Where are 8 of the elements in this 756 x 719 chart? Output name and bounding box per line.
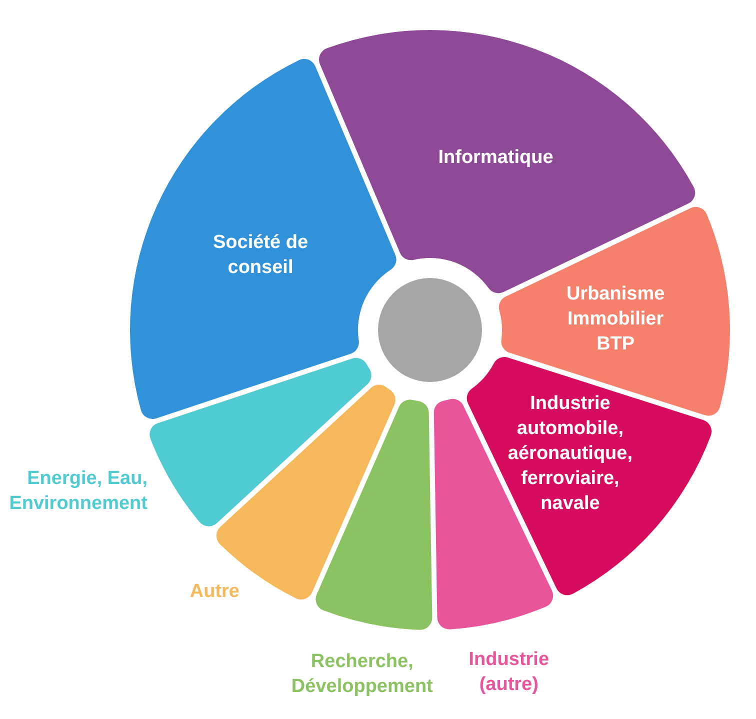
slice-label: Recherche, Développement — [291, 651, 434, 698]
slice-label: Autre — [190, 581, 240, 602]
slice-label: Energie, Eau, Environnement — [9, 468, 148, 514]
slice-label: Société de conseil — [212, 232, 308, 278]
slice-label: Urbanisme Immobilier BTP — [566, 283, 665, 354]
slice-label: Informatique — [438, 147, 554, 168]
slice-label: Industrie automobile, aéronautique, ferroviaire, navale — [508, 393, 633, 514]
slice-label: Industrie (autre) — [468, 648, 550, 695]
